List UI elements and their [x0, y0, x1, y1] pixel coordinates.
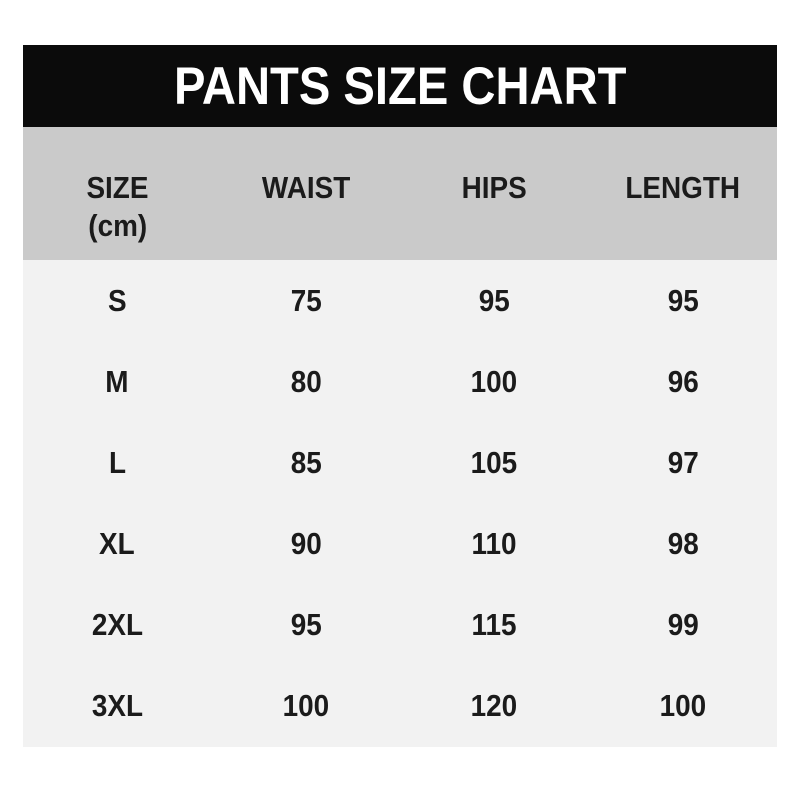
cell-length: 98 — [589, 526, 778, 562]
cell-size: S — [23, 283, 212, 319]
cell-hips: 110 — [400, 526, 589, 562]
column-header-length: LENGTH — [589, 127, 778, 260]
table-row-xl: XL 90 110 98 — [23, 504, 777, 585]
hips-value: 105 — [470, 444, 518, 480]
cell-size: XL — [23, 526, 212, 562]
cell-length: 97 — [589, 445, 778, 481]
chart-title-bar: PANTS SIZE CHART — [23, 45, 777, 127]
size-chart-table: PANTS SIZE CHART SIZE (cm) WAIST HIPS LE… — [23, 45, 777, 747]
cell-size: L — [23, 445, 212, 481]
table-row-2xl: 2XL 95 115 99 — [23, 585, 777, 666]
column-header-size-line1: SIZE — [86, 170, 149, 205]
size-value: L — [108, 444, 126, 480]
table-row-s: S 75 95 95 — [23, 260, 777, 341]
hips-value: 115 — [471, 607, 517, 643]
column-header-size: SIZE (cm) — [23, 127, 212, 260]
cell-size: M — [23, 364, 212, 400]
cell-waist: 80 — [212, 364, 401, 400]
hips-value: 110 — [471, 526, 517, 562]
column-header-size-line2: (cm) — [87, 208, 147, 243]
size-value: S — [107, 282, 127, 318]
cell-length: 96 — [589, 364, 778, 400]
cell-waist: 75 — [212, 283, 401, 319]
cell-hips: 115 — [400, 607, 589, 643]
size-value: M — [105, 363, 129, 399]
waist-value: 100 — [282, 688, 330, 724]
length-value: 95 — [667, 282, 699, 318]
hips-value: 95 — [478, 282, 510, 318]
table-row-3xl: 3XL 100 120 100 — [23, 666, 777, 747]
column-header-waist-label: WAIST — [261, 170, 350, 205]
hips-value: 120 — [470, 688, 518, 724]
length-value: 100 — [659, 688, 707, 724]
length-value: 97 — [667, 444, 699, 480]
cell-waist: 85 — [212, 445, 401, 481]
waist-value: 75 — [290, 282, 322, 318]
cell-size: 3XL — [23, 688, 212, 724]
cell-waist: 90 — [212, 526, 401, 562]
cell-size: 2XL — [23, 607, 212, 643]
table-row-m: M 80 100 96 — [23, 341, 777, 422]
waist-value: 90 — [290, 526, 322, 562]
cell-waist: 100 — [212, 688, 401, 724]
length-value: 99 — [667, 607, 699, 643]
waist-value: 95 — [290, 607, 322, 643]
length-value: 96 — [667, 363, 699, 399]
cell-length: 99 — [589, 607, 778, 643]
table-header-row: SIZE (cm) WAIST HIPS LENGTH — [23, 127, 777, 260]
size-value: XL — [99, 526, 136, 562]
length-value: 98 — [667, 526, 699, 562]
cell-hips: 95 — [400, 283, 589, 319]
chart-title: PANTS SIZE CHART — [173, 56, 627, 116]
column-header-length-label: LENGTH — [625, 170, 741, 205]
hips-value: 100 — [470, 363, 518, 399]
waist-value: 85 — [290, 444, 322, 480]
cell-hips: 100 — [400, 364, 589, 400]
cell-hips: 105 — [400, 445, 589, 481]
column-header-waist: WAIST — [212, 127, 401, 260]
cell-hips: 120 — [400, 688, 589, 724]
column-header-hips-label: HIPS — [461, 170, 527, 205]
table-body: S 75 95 95 M 80 100 96 L 85 105 97 XL 90… — [23, 260, 777, 747]
table-row-l: L 85 105 97 — [23, 422, 777, 503]
cell-length: 100 — [589, 688, 778, 724]
cell-waist: 95 — [212, 607, 401, 643]
size-value: 2XL — [91, 607, 143, 643]
column-header-hips: HIPS — [400, 127, 589, 260]
size-value: 3XL — [91, 688, 143, 724]
cell-length: 95 — [589, 283, 778, 319]
waist-value: 80 — [290, 363, 322, 399]
